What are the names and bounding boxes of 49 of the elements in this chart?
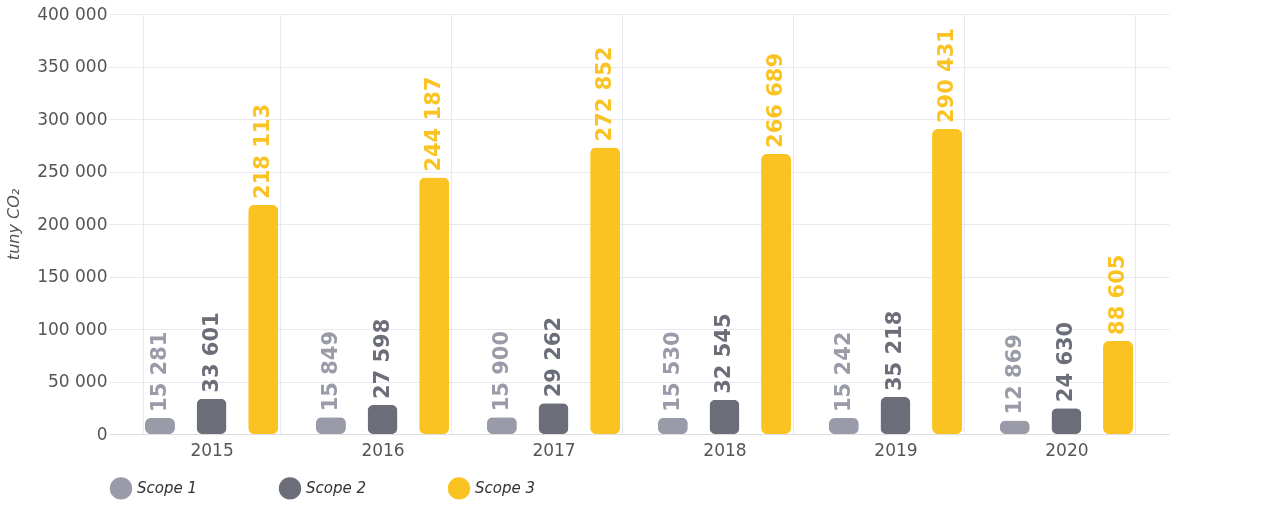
legend-label: Scope 3 [475,479,536,498]
x-tick-label: 2015 [190,439,234,460]
y-tick-label: 200 000 [37,213,108,234]
x-tick-label: 2019 [874,439,918,460]
bar [880,397,911,434]
bar [761,153,792,434]
data-label: 27 598 [369,318,394,400]
bar [248,204,279,434]
data-label: 15 242 [830,331,855,412]
y-tick-label: 400 000 [37,3,108,24]
bar [196,398,227,434]
data-label: 272 852 [592,46,617,142]
bar [709,399,740,434]
bar [367,405,398,434]
y-tick-label: 250 000 [37,161,108,181]
x-tick-label: 2020 [1045,439,1089,460]
data-label: 15 849 [317,330,342,412]
x-tick-label: 2016 [361,439,405,460]
data-label: 32 545 [711,313,736,394]
data-label: 244 187 [421,76,446,172]
y-axis-title: tuny CO₂ [4,188,24,261]
legend-label: Scope 1 [137,479,198,498]
y-tick-label: 50 000 [48,371,108,391]
data-label: 35 218 [882,310,907,392]
y-tick-label: 100 000 [37,318,108,339]
legend-label: Scope 2 [306,479,367,498]
data-label: 218 113 [250,104,275,199]
bar [1103,340,1134,434]
data-label: 88 605 [1105,254,1130,335]
data-label: 15 900 [488,330,513,412]
data-label: 15 530 [659,331,684,412]
bar [1051,408,1082,434]
data-label: 33 601 [198,312,223,393]
y-tick-label: 350 000 [37,56,108,76]
y-tick-label: 150 000 [37,266,108,286]
y-tick-label: 300 000 [37,108,108,129]
data-label: 266 689 [763,52,788,148]
data-label: 12 869 [1001,334,1026,415]
data-label: 29 262 [540,316,565,398]
bar [419,177,450,434]
x-tick-label: 2017 [532,439,576,460]
x-tick-label: 2018 [703,439,747,460]
data-label: 15 281 [146,331,171,412]
y-tick-label: 0 [96,423,108,444]
data-label: 24 630 [1053,321,1078,403]
bar [538,403,569,434]
data-label: 290 431 [934,28,959,124]
bar [932,129,963,434]
bar [590,147,621,434]
